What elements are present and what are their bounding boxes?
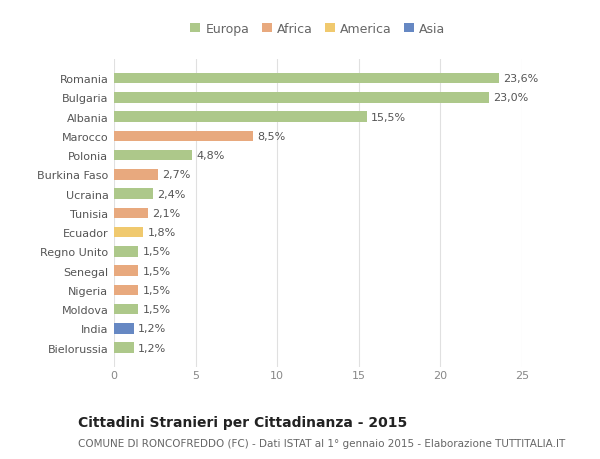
- Text: 1,5%: 1,5%: [143, 304, 170, 314]
- Text: 8,5%: 8,5%: [257, 132, 285, 141]
- Bar: [114, 131, 253, 142]
- Bar: [114, 285, 139, 296]
- Bar: [114, 93, 490, 103]
- Text: 23,6%: 23,6%: [503, 74, 538, 84]
- Bar: [114, 112, 367, 123]
- Bar: [114, 170, 158, 180]
- Bar: [114, 208, 148, 219]
- Text: 23,0%: 23,0%: [493, 93, 529, 103]
- Text: 4,8%: 4,8%: [196, 151, 225, 161]
- Text: 1,5%: 1,5%: [143, 266, 170, 276]
- Text: 1,2%: 1,2%: [137, 324, 166, 334]
- Text: 2,4%: 2,4%: [157, 189, 185, 199]
- Text: 1,8%: 1,8%: [148, 228, 176, 238]
- Text: 1,2%: 1,2%: [137, 343, 166, 353]
- Text: 2,7%: 2,7%: [162, 170, 191, 180]
- Bar: [114, 227, 143, 238]
- Text: 1,5%: 1,5%: [143, 285, 170, 295]
- Bar: [114, 266, 139, 276]
- Text: 15,5%: 15,5%: [371, 112, 406, 123]
- Text: COMUNE DI RONCOFREDDO (FC) - Dati ISTAT al 1° gennaio 2015 - Elaborazione TUTTIT: COMUNE DI RONCOFREDDO (FC) - Dati ISTAT …: [78, 438, 565, 448]
- Bar: [114, 73, 499, 84]
- Bar: [114, 246, 139, 257]
- Bar: [114, 189, 153, 200]
- Text: 1,5%: 1,5%: [143, 247, 170, 257]
- Bar: [114, 304, 139, 315]
- Bar: [114, 151, 193, 161]
- Bar: [114, 324, 134, 334]
- Bar: [114, 343, 134, 353]
- Legend: Europa, Africa, America, Asia: Europa, Africa, America, Asia: [190, 23, 446, 36]
- Text: 2,1%: 2,1%: [152, 208, 181, 218]
- Text: Cittadini Stranieri per Cittadinanza - 2015: Cittadini Stranieri per Cittadinanza - 2…: [78, 415, 407, 429]
